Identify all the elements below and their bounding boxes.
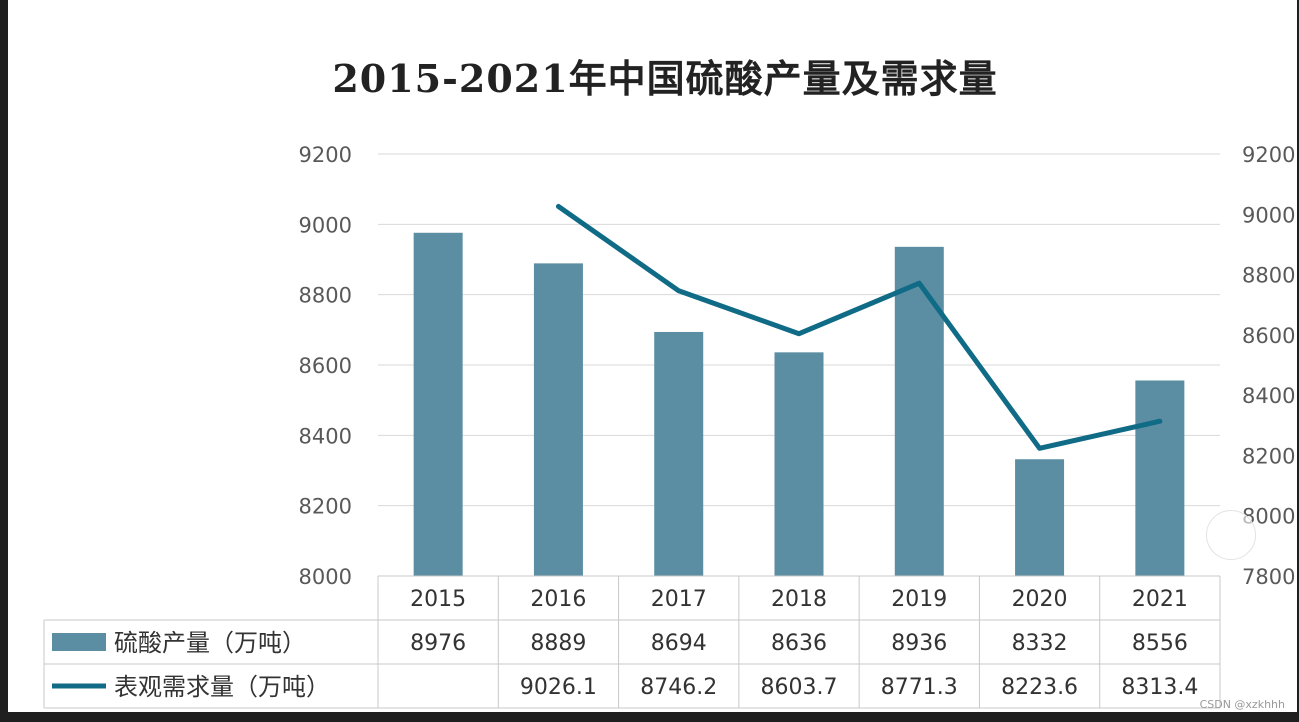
left-axis-tick-label: 9000 xyxy=(299,213,352,237)
line-point xyxy=(797,331,801,336)
watermark: CSDN @xzkhhh xyxy=(1199,698,1285,711)
bar xyxy=(774,352,824,576)
left-axis-tick-label: 9200 xyxy=(299,143,352,167)
left-axis-tick-label: 8200 xyxy=(299,495,352,519)
right-axis-tick-label: 8800 xyxy=(1242,264,1295,288)
right-axis-tick-label: 9200 xyxy=(1242,143,1295,167)
data-table-value: 8556 xyxy=(1132,631,1188,656)
bottom-border xyxy=(0,712,1299,722)
data-table-value: 8223.6 xyxy=(1001,675,1078,700)
right-axis-tick-label: 8600 xyxy=(1242,324,1295,348)
left-axis-tick-label: 8400 xyxy=(299,424,352,448)
legend-label: 表观需求量（万吨） xyxy=(114,673,330,701)
demand-line xyxy=(555,203,1163,451)
data-table-value: 8889 xyxy=(530,631,586,656)
right-axis-tick-label: 9000 xyxy=(1242,203,1295,227)
chart-title: 2015-2021年中国硫酸产量及需求量 xyxy=(332,56,998,101)
left-axis-tick-label: 8600 xyxy=(299,354,352,378)
legend-key-bar xyxy=(52,633,106,651)
data-table-value: 8313.4 xyxy=(1121,675,1198,700)
floating-circle-button[interactable] xyxy=(1206,510,1256,560)
data-table-value: 8936 xyxy=(891,631,947,656)
bar xyxy=(413,232,463,577)
x-tick-label: 2018 xyxy=(771,587,827,612)
line-point xyxy=(676,288,681,293)
bar xyxy=(654,331,704,576)
bar xyxy=(533,263,583,576)
right-axis-tick-label: 7800 xyxy=(1242,565,1295,589)
line-point xyxy=(1157,419,1162,424)
x-tick-label: 2021 xyxy=(1132,587,1188,612)
data-table-value: 8603.7 xyxy=(761,675,838,700)
right-border xyxy=(1297,0,1299,722)
bar xyxy=(894,246,944,576)
line-point xyxy=(1037,446,1042,451)
data-table-value: 8636 xyxy=(771,631,827,656)
x-tick-label: 2020 xyxy=(1012,587,1068,612)
bar xyxy=(1135,380,1185,576)
data-table-value: 8332 xyxy=(1012,631,1068,656)
line-point xyxy=(917,281,922,286)
left-axis-tick-label: 8000 xyxy=(299,565,352,589)
legend-label: 硫酸产量（万吨） xyxy=(114,629,306,657)
data-table-value: 8694 xyxy=(651,631,707,656)
right-axis-tick-label: 8400 xyxy=(1242,384,1295,408)
right-axis-tick-label: 8200 xyxy=(1242,444,1295,468)
line-point xyxy=(556,204,561,209)
bar xyxy=(1015,459,1065,576)
left-axis-tick-label: 8800 xyxy=(299,284,352,308)
data-table-value: 8976 xyxy=(410,631,466,656)
data-table-value: 8746.2 xyxy=(640,675,717,700)
x-tick-label: 2019 xyxy=(891,587,947,612)
data-table-value: 9026.1 xyxy=(520,675,597,700)
x-tick-label: 2017 xyxy=(651,587,707,612)
x-tick-label: 2015 xyxy=(410,587,466,612)
x-tick-label: 2016 xyxy=(530,587,586,612)
left-border xyxy=(0,0,8,722)
data-table-value: 8771.3 xyxy=(881,675,958,700)
